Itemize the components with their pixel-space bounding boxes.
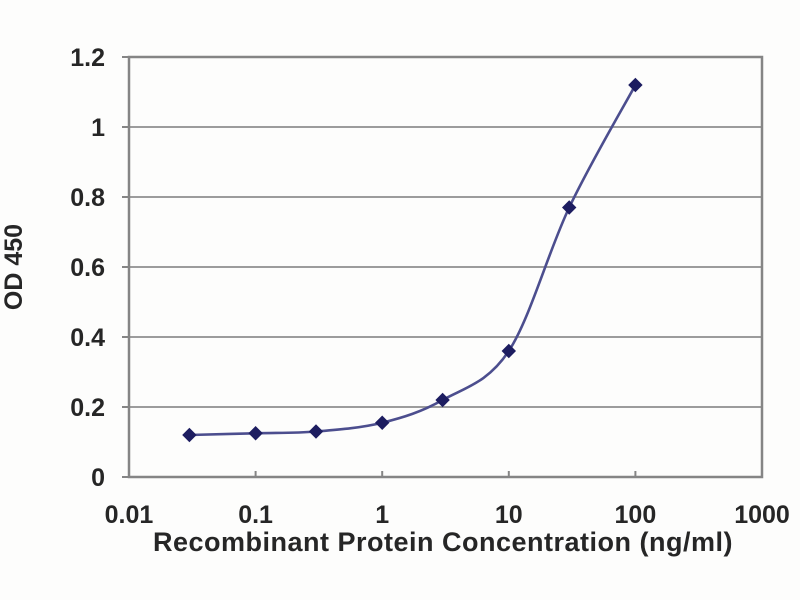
data-point-marker [501,343,517,359]
y-tick-label: 0.8 [70,184,105,212]
x-tick-label: 0.1 [238,501,273,529]
data-point-marker [435,392,450,408]
gridlines [129,56,762,408]
x-tick-label: 1000 [734,501,790,529]
y-axis-title: OD 450 [0,224,28,310]
data-point-marker [374,415,390,430]
data-series [182,77,643,443]
data-point-marker [628,77,643,93]
x-tick-label: 10 [495,501,523,529]
x-axis-title: Recombinant Protein Concentration (ng/ml… [153,527,733,557]
x-tick-label: 0.01 [105,501,154,529]
axis-tick-labels: 0 0.2 0.4 0.6 0.8 1 1.2 0.01 0.1 1 10 100 1000 [70,44,790,529]
y-tick-label: 1 [91,114,105,142]
data-point-marker [308,424,324,439]
data-point-marker [182,427,197,443]
axis-ticks [122,56,763,478]
y-tick-label: 0.4 [70,324,105,352]
data-point-marker [248,426,263,441]
y-tick-label: 0.2 [70,394,105,422]
y-tick-label: 1.2 [70,44,105,72]
x-tick-label: 100 [615,501,657,529]
y-tick-label: 0 [91,464,105,492]
y-tick-label: 0.6 [70,254,105,282]
data-point-marker [561,200,577,215]
x-tick-label: 1 [375,501,389,529]
series-line [188,83,637,437]
